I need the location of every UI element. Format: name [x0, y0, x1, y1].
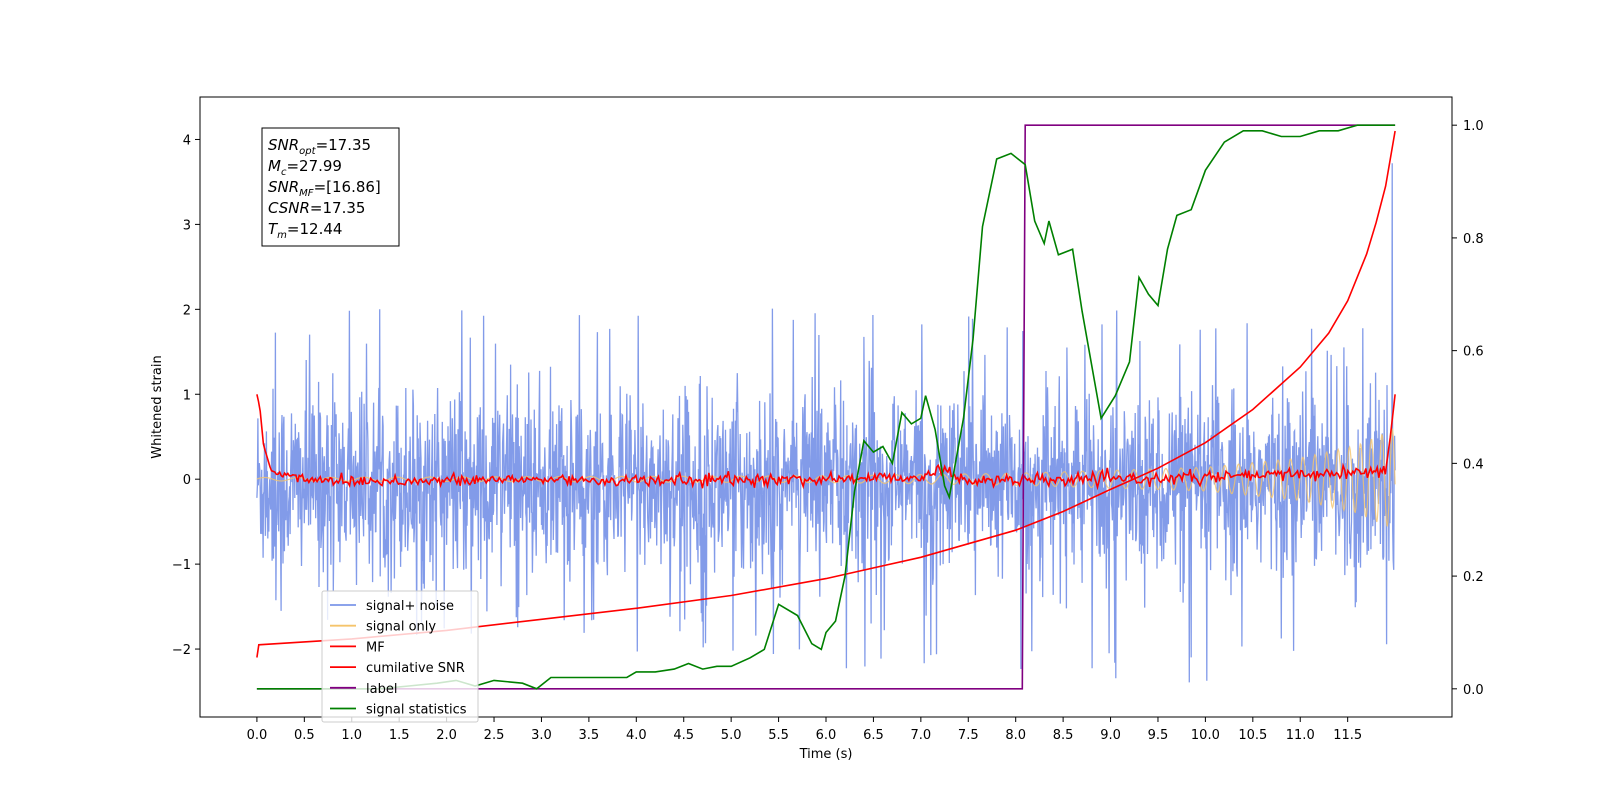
x-axis: 0.0 0.5 1.0 1.5 2.0 2.5 3.0 3.5 4.0 4.5 5.0 5.5 6.0 6… — [247, 717, 1362, 743]
series-signal-noise — [256, 163, 1396, 683]
legend-label: MF — [366, 640, 385, 655]
x-tick-label: 3.5 — [579, 728, 600, 743]
x-tick-label: 6.5 — [863, 728, 884, 743]
legend-label: cumilative SNR — [366, 661, 465, 676]
x-tick-label: 11.5 — [1333, 728, 1362, 743]
series-label — [256, 124, 1396, 690]
y-tick-label-left: −2 — [172, 643, 191, 658]
annotation-line: Tm=12.44 — [268, 220, 342, 241]
annotation-line: CSNR=17.35 — [268, 199, 365, 217]
y-axis-left: −2 −1 0 1 2 3 4 — [172, 133, 200, 658]
y-tick-label-left: −1 — [172, 558, 191, 573]
y-tick-label-left: 2 — [183, 303, 191, 318]
y-tick-label-right: 0.4 — [1463, 457, 1484, 472]
series-cumulative-snr — [256, 130, 1396, 658]
series-signal-statistics — [256, 124, 1396, 690]
x-tick-label: 7.5 — [958, 728, 979, 743]
x-tick-label: 0.5 — [294, 728, 315, 743]
legend: signal+ noise signal only MF cumilative SNR… — [321, 590, 479, 723]
y-tick-label-right: 0.0 — [1463, 683, 1484, 698]
x-axis-label: Time (s) — [799, 747, 853, 762]
x-tick-label: 7.0 — [911, 728, 932, 743]
y-tick-label-right: 0.8 — [1463, 232, 1484, 247]
x-tick-label: 9.5 — [1148, 728, 1169, 743]
data-layer — [256, 124, 1396, 690]
x-tick-label: 8.5 — [1053, 728, 1074, 743]
x-tick-label: 0.0 — [247, 728, 268, 743]
x-tick-label: 9.0 — [1100, 728, 1121, 743]
annotation-box: SNRopt=17.35Mc=27.99SNRMF=[16.86]CSNR=17… — [261, 127, 400, 247]
x-tick-label: 2.5 — [484, 728, 505, 743]
y-axis-label-left: Whitened strain — [150, 355, 165, 458]
y-tick-label-right: 0.2 — [1463, 570, 1484, 585]
x-tick-label: 1.5 — [389, 728, 410, 743]
annotation-line: SNRMF=[16.86] — [268, 178, 381, 199]
y-tick-label-left: 0 — [183, 473, 191, 488]
annotation-frame — [261, 127, 400, 247]
x-tick-label: 6.0 — [816, 728, 837, 743]
x-tick-label: 4.0 — [626, 728, 647, 743]
series-signal-only — [256, 427, 1396, 527]
legend-frame — [321, 590, 479, 723]
legend-label: signal statistics — [366, 703, 467, 718]
y-tick-label-left: 4 — [183, 133, 191, 148]
x-tick-label: 4.5 — [673, 728, 694, 743]
x-tick-label: 2.0 — [436, 728, 457, 743]
annotation-line: Mc=27.99 — [268, 157, 342, 178]
y-axis-right: 0.0 0.2 0.4 0.6 0.8 1.0 — [1452, 119, 1484, 698]
x-tick-label: 10.5 — [1238, 728, 1267, 743]
x-tick-label: 3.0 — [531, 728, 552, 743]
legend-label: label — [366, 682, 397, 697]
x-tick-label: 11.0 — [1286, 728, 1315, 743]
y-tick-label-left: 1 — [183, 388, 191, 403]
legend-label: signal only — [366, 620, 436, 635]
x-tick-label: 1.0 — [341, 728, 362, 743]
legend-label: signal+ noise — [366, 599, 454, 614]
y-tick-label-right: 0.6 — [1463, 345, 1484, 360]
series-mf — [256, 394, 1396, 491]
x-tick-label: 5.5 — [768, 728, 789, 743]
x-tick-label: 10.0 — [1191, 728, 1220, 743]
y-tick-label-left: 3 — [183, 218, 191, 233]
annotation-line: SNRopt=17.35 — [268, 136, 371, 157]
x-tick-label: 8.0 — [1005, 728, 1026, 743]
x-tick-label: 5.0 — [721, 728, 742, 743]
y-tick-label-right: 1.0 — [1463, 119, 1484, 134]
